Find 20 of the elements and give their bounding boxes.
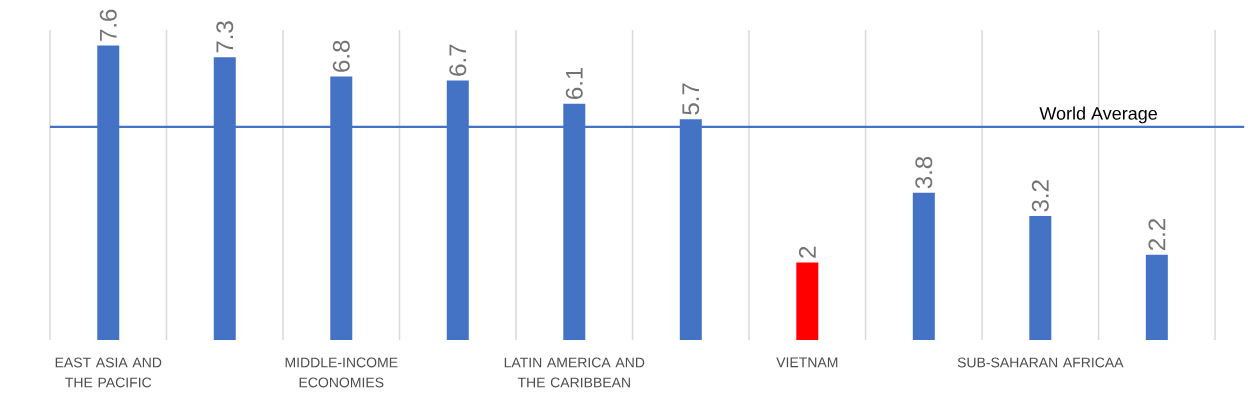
data-label: 6.1 <box>565 67 583 99</box>
data-label: 2 <box>798 246 816 258</box>
x-tick-label: SUB-SAHARAN AFRICAA <box>957 357 1124 368</box>
data-label: 6.8 <box>332 40 350 72</box>
bar <box>796 262 819 340</box>
data-label: 3.2 <box>1031 180 1049 212</box>
x-tick-label: MIDDLE-INCOME ECONOMIES <box>285 357 398 388</box>
data-label: 3.8 <box>915 156 933 189</box>
x-tick-label: EAST ASIA AND THE PACIFIC <box>55 357 162 388</box>
data-label: 2.2 <box>1148 219 1166 251</box>
ref-line-label: World Average <box>1039 106 1157 124</box>
bar <box>1145 254 1168 340</box>
data-label: 6.7 <box>449 44 467 76</box>
data-label: 5.7 <box>682 83 700 115</box>
data-label: 7.6 <box>99 9 117 41</box>
bar <box>912 192 935 340</box>
x-tick-label: VIETNAM <box>776 357 838 368</box>
x-tick-label: LATIN AMERICA AND THE CARIBBEAN <box>504 357 645 388</box>
data-label: 7.3 <box>216 21 234 53</box>
bar <box>1029 216 1052 340</box>
